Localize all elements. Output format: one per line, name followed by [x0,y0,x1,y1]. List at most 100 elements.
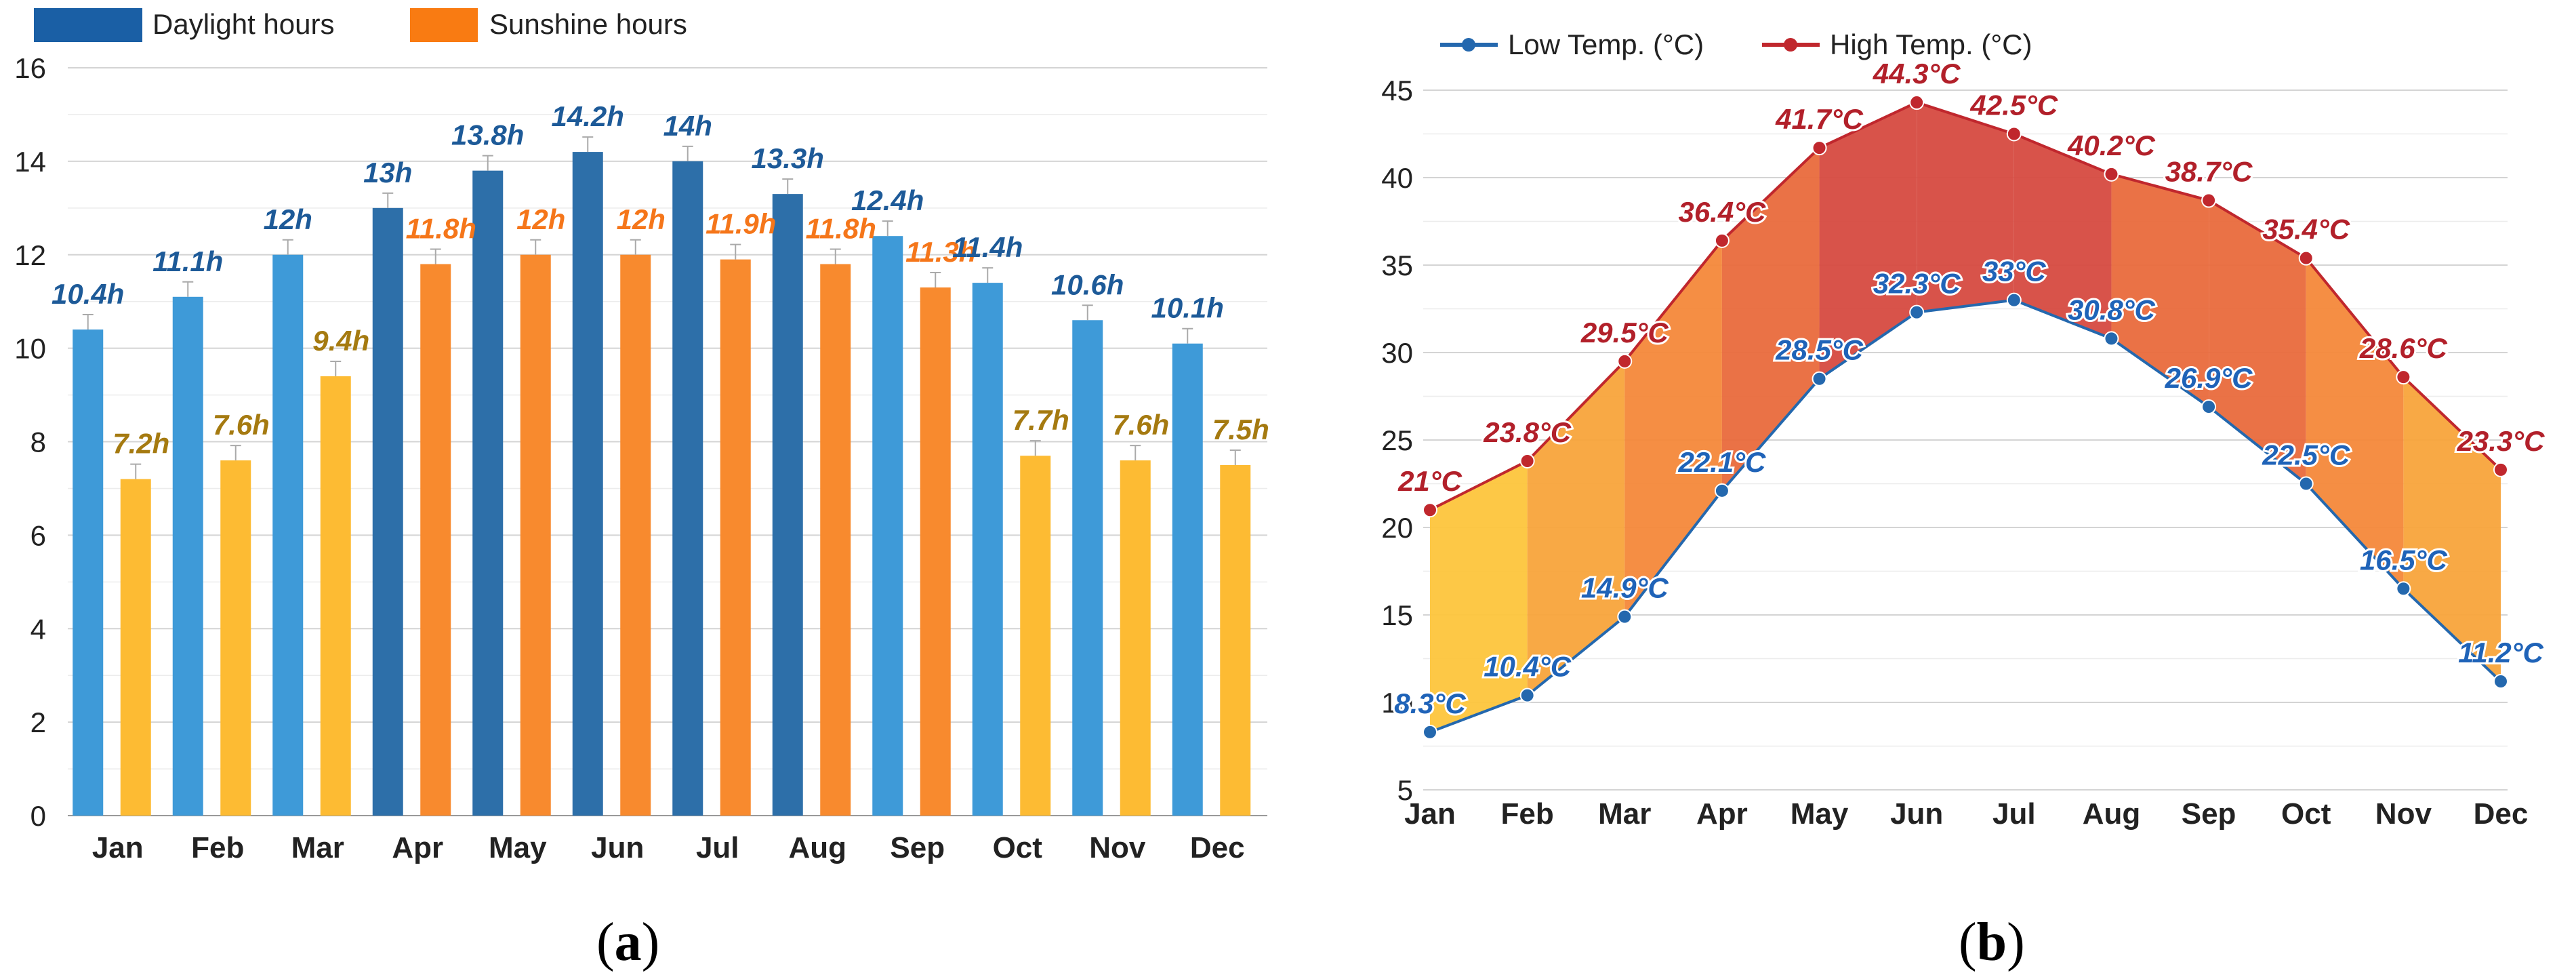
sunshine-bar [320,376,351,816]
x-tick-label: Nov [1089,831,1146,864]
high-temp-point [1909,95,1925,111]
sunshine-data-label: 12h [516,203,565,235]
daylight-bar [1172,343,1203,816]
x-tick-label: Mar [1598,797,1651,831]
temperature-band-segment [2013,134,2112,339]
high-temp-point [2006,126,2022,142]
high-temp-data-label: 23.8°C [1483,416,1572,448]
y-tick-label: 10 [14,333,46,365]
chart-a-gridlines [68,67,1267,816]
low-temp-data-label: 26.9°C [2165,362,2253,394]
low-temp-point [2104,331,2119,346]
x-tick-label: Apr [1696,797,1748,831]
temperature-band-segment [1917,102,2014,313]
legend-marker-high [1784,38,1797,52]
temperature-band-segment [1430,460,1528,732]
low-temp-point [2493,674,2508,690]
high-temp-data-label: 42.5°C [1969,89,2058,121]
daylight-data-label: 10.1h [1151,292,1224,324]
y-tick-label: 20 [1381,512,1413,544]
daylight-bar [772,194,803,816]
sunshine-data-label: 11.8h [406,213,476,245]
high-temp-point [1423,502,1437,518]
high-temp-point [1812,140,1827,156]
sunshine-data-label: 9.4h [312,325,369,357]
legend-marker-low [1462,38,1475,52]
high-temp-point [2396,369,2411,385]
x-tick-label: Sep [2182,797,2236,831]
low-temp-data-label: 33°C [1982,256,2047,287]
y-tick-label: 40 [1381,162,1413,194]
low-temp-point [2201,399,2217,414]
daylight-bar [672,161,703,816]
chart-b-temperature-band [1430,102,2501,732]
sunshine-data-label: 12h [617,203,666,235]
temperature-band-segment [1819,102,1917,379]
y-tick-label: 15 [1381,599,1413,631]
temperature-band-segment [1624,240,1722,617]
low-temp-line [1429,298,2502,734]
low-temp-point [2396,581,2411,597]
daylight-data-label: 12.4h [851,184,924,216]
temperature-chart-panel: 5 10 15 20 25 30 35 40 45 8.3°C 21°C 10.4°C 23.8°C 1… [1355,0,2576,881]
high-temp-data-label: 40.2°C [2067,129,2156,161]
daylight-bar [972,283,1003,816]
low-temp-data-label: 10.4°C [1484,651,1572,683]
low-temp-point [1812,371,1827,386]
temperature-band-segment [2209,200,2306,484]
x-tick-label: Apr [392,831,443,864]
low-temp-data-label: 22.5°C [2262,439,2350,471]
sunshine-data-label: 7.6h [213,409,270,441]
daylight-bar [73,329,104,816]
temperature-band-segment [2403,377,2501,682]
y-tick-label: 2 [30,706,46,738]
sunshine-bar [620,254,651,816]
temperature-band-segment [1527,361,1625,696]
daylight-sunshine-chart-panel: 0 2 4 6 8 10 12 14 16 10.4h 7.2h 11.1h 7.6h 12h 9.4h 1… [0,0,1322,881]
sunshine-data-label: 7.7h [1013,404,1069,436]
high-temp-point [1519,453,1535,468]
sunshine-bar [1220,464,1251,816]
low-temp-point [1909,304,1925,320]
y-tick-label: 12 [14,239,46,271]
x-tick-label: Feb [191,831,244,864]
daylight-data-label: 11.4h [952,231,1023,263]
legend-label-low: Low Temp. (°C) [1508,28,1704,60]
y-tick-label: 0 [30,800,46,832]
low-temp-point [1423,724,1437,740]
high-temp-line [1429,100,2502,511]
low-temp-data-label: 32.3°C [1873,268,1961,300]
x-tick-label: Jun [591,831,644,864]
low-temp-data-label: 14.9°C [1581,572,1669,604]
sunshine-bar [220,460,251,816]
daylight-data-label: 13.8h [451,119,524,151]
high-temp-point [2493,462,2508,477]
daylight-bar [572,152,603,816]
temperature-band-segment [2306,258,2404,589]
low-temp-point [2006,292,2022,308]
daylight-bar [372,207,403,816]
high-temp-data-label: 21°C [1397,465,1463,497]
daylight-data-label: 10.6h [1051,268,1124,300]
x-tick-label: Aug [2083,797,2141,831]
daylight-bar [472,170,504,816]
high-temp-data-label: 28.6°C [2359,332,2448,364]
sunshine-data-label: 7.2h [113,428,169,460]
daylight-data-label: 13.3h [752,142,824,174]
x-tick-label: Aug [788,831,846,864]
low-temp-data-label: 30.8°C [2068,294,2156,325]
low-temp-data-label: 16.5°C [2360,544,2448,576]
x-tick-label: Oct [993,831,1043,864]
legend-swatch-sunshine [410,8,478,42]
x-tick-label: Mar [291,831,344,864]
daylight-data-label: 12h [264,203,312,235]
sunshine-bar [120,479,151,816]
y-tick-label: 14 [14,146,46,178]
daylight-data-label: 13h [363,157,412,188]
x-tick-label: Oct [2281,797,2331,831]
sunshine-data-label: 11.9h [706,208,776,240]
y-tick-label: 10 [1381,687,1413,719]
x-tick-label: Jul [1992,797,2036,831]
daylight-data-label: 11.1h [152,245,223,277]
